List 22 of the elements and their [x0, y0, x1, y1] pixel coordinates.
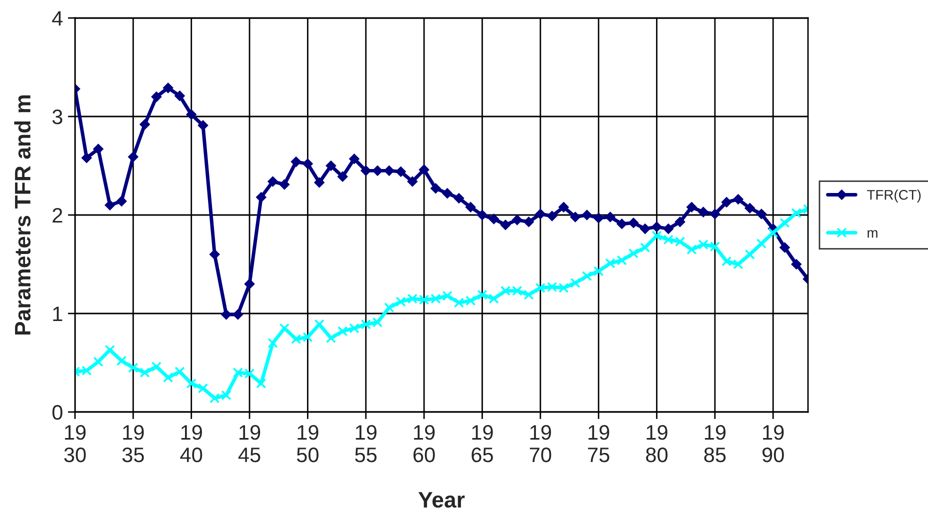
x-axis-title: Year: [418, 492, 465, 508]
x-tick-label: 19 70: [530, 425, 552, 462]
x-tick-label: 19 75: [588, 425, 610, 462]
x-tick-label: 19 55: [355, 425, 377, 462]
x-tick-label: 19 80: [646, 425, 668, 462]
y-tick-label: 2: [52, 208, 62, 223]
x-tick-label: 19 40: [180, 425, 202, 462]
x-tick-label: 19 30: [64, 425, 86, 462]
legend-label: m: [868, 230, 878, 238]
x-tick-label: 19 50: [296, 425, 318, 462]
y-tick-label: 0: [52, 405, 62, 420]
x-tick-label: 19 85: [704, 425, 726, 462]
legend-label: TFR(CT): [867, 190, 921, 202]
y-tick-label: 4: [52, 11, 63, 26]
x-tick-label: 19 35: [122, 425, 144, 462]
y-tick-label: 1: [53, 306, 62, 322]
x-tick-label: 19 90: [762, 425, 784, 462]
y-axis-title: Parameters TFR and m: [14, 95, 31, 335]
x-tick-label: 19 65: [472, 425, 493, 462]
y-tick-label: 3: [52, 110, 62, 124]
x-tick-label: 19 60: [414, 425, 435, 462]
x-tick-label: 19 45: [238, 425, 260, 462]
